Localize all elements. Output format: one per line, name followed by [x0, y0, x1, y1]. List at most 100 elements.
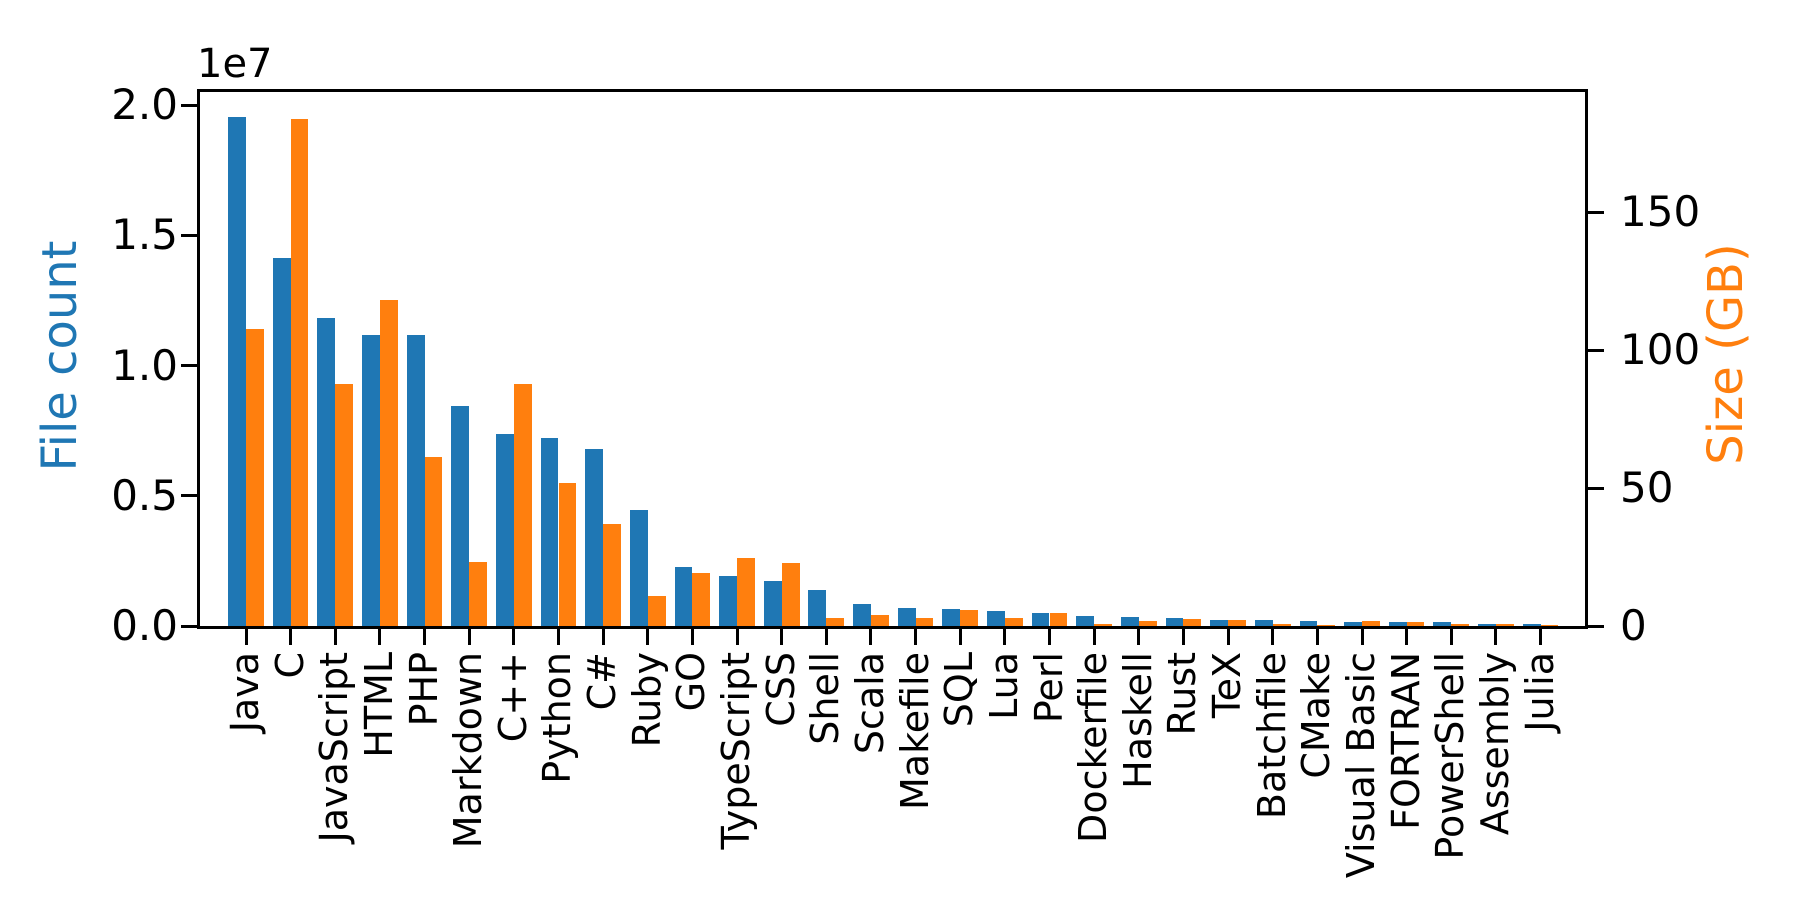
x-tick-label: Lua	[982, 652, 1027, 720]
x-tick-label: Scala	[848, 652, 893, 755]
x-tick-label-wrap: Rust	[1161, 652, 1206, 739]
x-tick-label-wrap: Batchfile	[1250, 652, 1295, 823]
bar-file-count	[629, 509, 648, 626]
bar-file-count	[495, 433, 514, 626]
x-tick-label-wrap: Haskell	[1116, 652, 1161, 793]
bars-layer	[200, 92, 1585, 626]
x-tick-label-wrap: TeX	[1205, 652, 1250, 722]
x-tick-label: PHP	[401, 652, 446, 727]
bottom-tick-mark	[958, 629, 962, 645]
left-tick-mark	[181, 364, 197, 367]
right-tick-mark	[1588, 486, 1604, 490]
bottom-tick-mark	[512, 629, 516, 645]
bottom-tick-mark	[556, 629, 560, 645]
bar-size-gb	[246, 328, 264, 626]
right-tick-mark	[1588, 348, 1604, 352]
bottom-tick-mark	[1181, 629, 1185, 645]
bar-file-count	[1433, 622, 1452, 626]
x-tick-label: Assembly	[1473, 652, 1518, 836]
x-tick-label: Visual Basic	[1339, 652, 1384, 879]
right-tick-label: 150	[1620, 187, 1701, 237]
bottom-tick-mark	[1048, 629, 1052, 645]
bar-file-count	[808, 589, 827, 626]
bar-file-count	[1210, 619, 1229, 626]
bar-size-gb	[1540, 625, 1559, 626]
x-tick-label: HTML	[357, 652, 402, 758]
bar-size-gb	[290, 118, 309, 626]
left-tick-label: 1.0	[111, 340, 178, 390]
bar-file-count	[1076, 616, 1095, 626]
left-tick-mark	[181, 233, 197, 237]
bar-size-gb	[1406, 621, 1425, 626]
bar-file-count	[1254, 619, 1273, 626]
x-tick-label: C++	[490, 652, 535, 743]
x-tick-label: TypeScript	[714, 652, 759, 850]
bottom-tick-mark	[467, 629, 471, 645]
x-tick-label-wrap: GO	[669, 652, 715, 715]
bar-size-gb	[871, 615, 889, 626]
bar-file-count	[406, 334, 425, 626]
x-tick-label: GO	[669, 652, 714, 712]
x-tick-label-wrap: Visual Basic	[1339, 652, 1384, 882]
x-tick-label-wrap: TypeScript	[714, 652, 759, 854]
bar-size-gb	[692, 572, 711, 626]
x-tick-label: Ruby	[624, 652, 669, 748]
right-tick-label: 100	[1620, 325, 1701, 375]
bar-file-count	[451, 405, 470, 626]
bar-file-count	[942, 608, 961, 626]
bar-size-gb	[379, 300, 398, 626]
x-tick-label: TeX	[1205, 652, 1250, 719]
bar-size-gb	[647, 595, 666, 626]
x-tick-label-wrap: Julia	[1518, 652, 1563, 736]
bar-size-gb	[1451, 624, 1470, 626]
x-tick-label: Perl	[1026, 652, 1071, 724]
x-tick-label: FORTRAN	[1383, 652, 1428, 830]
x-tick-label-wrap: Ruby	[624, 652, 670, 751]
bar-file-count	[674, 566, 693, 626]
bar-size-gb	[1049, 613, 1068, 626]
bar-file-count	[1031, 613, 1050, 626]
bottom-tick-mark	[423, 629, 427, 645]
x-tick-label: C#	[580, 652, 625, 711]
x-tick-label: JavaScript	[312, 652, 357, 843]
bottom-tick-mark	[1360, 629, 1364, 645]
bar-size-gb	[915, 618, 934, 626]
bottom-tick-mark	[1226, 629, 1230, 645]
x-tick-label-wrap: PHP	[401, 652, 447, 730]
bottom-tick-mark	[824, 629, 828, 645]
x-tick-label-wrap: Python	[536, 652, 581, 788]
bar-size-gb	[1004, 618, 1023, 626]
y-axis-offset-text: 1e7	[197, 41, 273, 87]
bar-file-count	[853, 604, 871, 626]
right-tick-mark	[1588, 210, 1604, 214]
x-tick-label: CMake	[1294, 652, 1339, 779]
bottom-tick-mark	[780, 629, 784, 645]
bar-file-count	[1165, 617, 1184, 626]
x-tick-label-wrap: Markdown	[446, 652, 491, 852]
right-tick-mark	[1588, 624, 1604, 628]
bar-file-count	[1299, 621, 1318, 626]
right-axis-title-wrap: Size (GB)	[1698, 243, 1754, 468]
bar-size-gb	[1272, 624, 1291, 626]
bottom-tick-mark	[1449, 629, 1453, 645]
bottom-tick-mark	[1271, 629, 1275, 645]
bar-size-gb	[1362, 620, 1380, 626]
bottom-tick-mark	[1092, 629, 1096, 645]
bar-file-count	[897, 608, 916, 626]
bottom-tick-mark	[244, 629, 248, 645]
bottom-tick-mark	[735, 629, 739, 645]
left-tick-mark	[181, 103, 197, 107]
left-tick-label: 1.5	[111, 210, 178, 260]
x-tick-label-wrap: JavaScript	[312, 652, 357, 846]
right-axis-title: Size (GB)	[1698, 243, 1754, 465]
bar-size-gb	[826, 617, 845, 626]
bar-file-count	[1522, 624, 1541, 626]
bar-file-count	[763, 580, 782, 626]
x-tick-label: C	[267, 652, 312, 679]
bar-file-count	[317, 317, 336, 626]
bar-size-gb	[1138, 620, 1157, 626]
bottom-tick-mark	[1539, 629, 1543, 645]
x-tick-label: Markdown	[446, 652, 491, 849]
bar-file-count	[987, 610, 1005, 626]
